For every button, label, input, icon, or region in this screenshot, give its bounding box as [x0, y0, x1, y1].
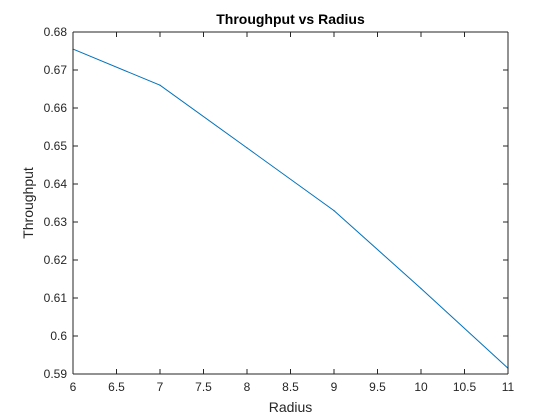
- y-tick-label: 0.61: [44, 291, 68, 305]
- plot-area: [73, 32, 508, 374]
- y-tick-label: 0.59: [44, 367, 68, 381]
- x-tick-label: 7: [157, 380, 164, 394]
- data-point: [333, 210, 335, 212]
- data-point: [246, 147, 248, 149]
- x-tick-label: 6: [70, 380, 77, 394]
- y-tick-label: 0.63: [44, 215, 68, 229]
- x-tick-label: 6.5: [108, 380, 125, 394]
- series-line-1: [72, 48, 509, 369]
- x-tick-label: 8: [244, 380, 251, 394]
- chart-title: Throughput vs Radius: [216, 11, 365, 27]
- data-point: [420, 287, 422, 290]
- y-axis-label: Throughput: [20, 167, 36, 239]
- y-tick-label: 0.6: [50, 329, 67, 343]
- x-tick-label: 11: [502, 380, 515, 394]
- x-tick-label: 9: [331, 380, 338, 394]
- y-tick-label: 0.68: [44, 25, 68, 39]
- x-tick-label: 8.5: [282, 380, 299, 394]
- x-axis-label: Radius: [269, 399, 313, 415]
- y-tick-label: 0.62: [44, 253, 68, 267]
- x-tick-label: 10.5: [453, 380, 477, 394]
- y-tick-label: 0.66: [44, 101, 68, 115]
- y-tick-label: 0.67: [44, 63, 68, 77]
- x-tick-label: 7.5: [195, 380, 212, 394]
- y-tick-label: 0.64: [44, 177, 68, 191]
- y-tick-label: 0.65: [44, 139, 68, 153]
- x-tick-label: 9.5: [369, 380, 386, 394]
- x-tick-label: 10: [414, 380, 428, 394]
- data-point: [159, 84, 161, 86]
